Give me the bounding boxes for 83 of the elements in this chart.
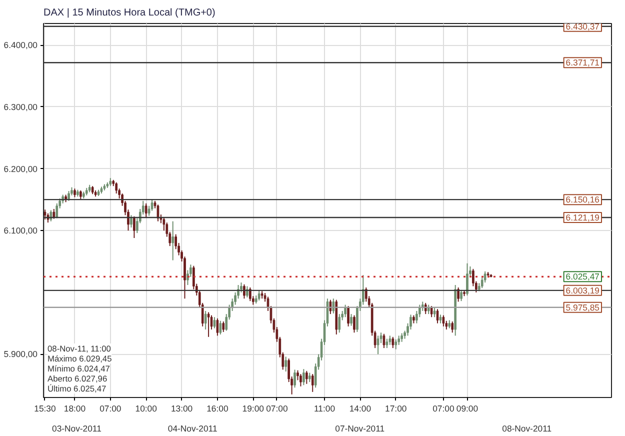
candlestick — [302, 368, 305, 386]
text: 08-Nov-2011 — [502, 424, 552, 434]
candlestick — [172, 220, 174, 261]
candlestick — [311, 374, 314, 392]
candlestick — [364, 286, 368, 302]
x-tick-label: 17:00 — [385, 404, 407, 414]
candlestick — [332, 298, 335, 314]
y-tick-label: 6.200,00 — [4, 164, 38, 174]
text: 07-Nov-2011 — [335, 424, 385, 434]
candlestick — [388, 335, 392, 346]
candlestick — [308, 372, 311, 383]
candlestick — [329, 299, 332, 315]
candlestick — [284, 356, 288, 372]
ref-line-label: 6.121,19 — [566, 212, 600, 222]
candlestick — [386, 338, 388, 349]
x-tick-label: 07:00 — [266, 404, 288, 414]
ref-line-label: 6.150,16 — [566, 194, 600, 205]
candlestick — [350, 314, 352, 326]
x-tick-label: 07:00 — [100, 404, 122, 414]
candlestick — [460, 289, 462, 302]
candlestick — [398, 335, 400, 346]
candlestick — [347, 306, 350, 327]
candlestick — [442, 314, 445, 327]
text: 04-Nov-2011 — [168, 424, 218, 434]
candlestick — [133, 216, 136, 239]
candlestick — [213, 316, 216, 329]
candlestick — [68, 190, 70, 202]
annotation: Máximo 6.029,45 — [48, 354, 112, 364]
ref-line-label: 5.975,85 — [566, 302, 600, 312]
candlestick — [433, 307, 436, 318]
candlestick — [392, 336, 394, 349]
ref-line-label: 6.003,19 — [566, 285, 600, 296]
x-tick-label: 15:30 — [34, 404, 56, 414]
x-tick-label: 11:00 — [314, 404, 336, 414]
ref-line-label: 6.371,71 — [566, 58, 600, 68]
candlestick — [56, 202, 58, 219]
text: 03-Nov-2011 — [52, 424, 102, 434]
y-tick-label: 6.300,00 — [4, 102, 38, 112]
y-tick-label: 5.900,00 — [4, 349, 38, 360]
x-tick-label: 16:00 — [206, 404, 228, 414]
chart-title: DAX | 15 Minutos Hora Local (TMG+0) — [44, 8, 216, 18]
annotation: 08-Nov-11, 11:00 — [48, 344, 112, 354]
candlestick — [427, 304, 430, 315]
x-tick-label: 10:00 — [135, 404, 158, 414]
candlestick — [466, 262, 468, 296]
candlestick — [44, 209, 46, 220]
candlestick — [156, 204, 160, 222]
candlestick — [344, 304, 346, 318]
candlestick — [353, 314, 356, 334]
candlestick — [207, 312, 210, 338]
candlestick — [222, 320, 225, 332]
candlestick — [382, 333, 386, 349]
annotation: Último 6.025,47 — [48, 384, 106, 394]
candlestick — [204, 310, 207, 330]
candlestick — [294, 369, 296, 388]
candlestick — [305, 370, 308, 384]
candlestick — [248, 286, 252, 302]
candlestick — [216, 318, 219, 336]
ref-line-label: 6.430,37 — [566, 21, 600, 32]
candlestick — [457, 286, 460, 302]
candlestick — [258, 290, 260, 301]
candlestick — [430, 306, 433, 318]
candlestick — [243, 284, 246, 300]
x-tick-label: 14:00 — [349, 404, 372, 414]
candlestick — [130, 214, 132, 228]
y-tick-label: 6.100,00 — [4, 226, 38, 236]
x-tick-label: 13:00 — [170, 404, 193, 414]
candlestick — [338, 314, 341, 334]
x-tick-label: 07:00 — [432, 404, 454, 414]
candlestick — [376, 335, 380, 355]
x-tick-label: 19:00 — [242, 404, 264, 414]
x-tick-label: 09:00 — [456, 404, 478, 414]
x-tick-label: 18:00 — [64, 404, 86, 414]
y-tick-label: 6.400,00 — [4, 40, 38, 50]
candlestick — [219, 320, 222, 335]
candlestick — [394, 338, 398, 350]
annotation: Mínimo 6.024,47 — [48, 364, 110, 374]
candlestick — [451, 320, 454, 334]
ref-line-label: 6.025,47 — [566, 272, 600, 282]
annotation: Aberto 6.027,96 — [48, 374, 108, 384]
candlestick — [300, 374, 302, 387]
candlestick — [52, 208, 56, 220]
candlestick — [144, 202, 148, 218]
